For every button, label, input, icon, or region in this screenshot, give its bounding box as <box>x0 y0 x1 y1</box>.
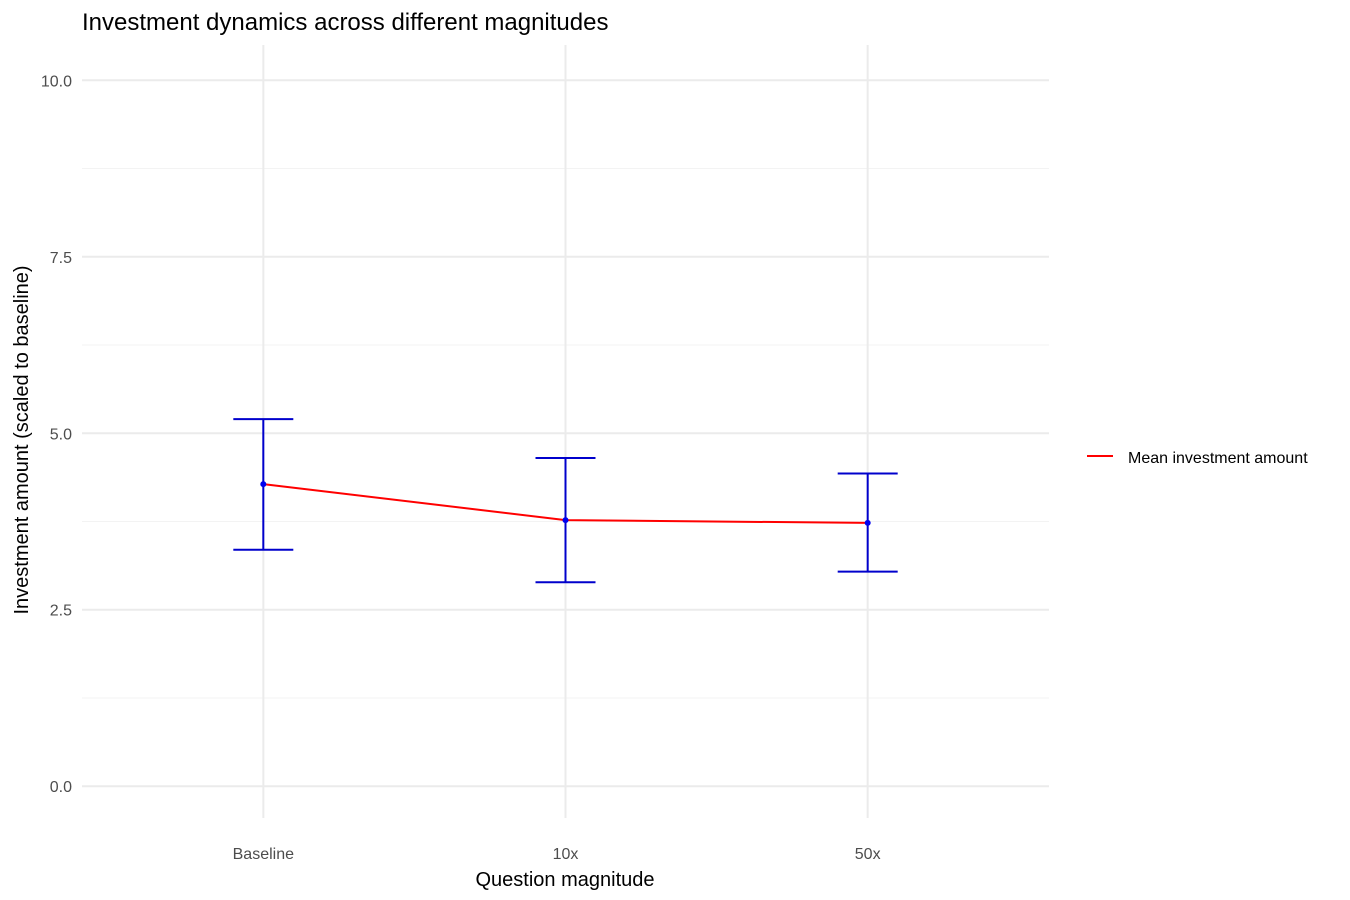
y-tick-label: 2.5 <box>50 603 72 620</box>
x-tick-label: 50x <box>855 846 881 863</box>
y-tick-label: 0.0 <box>50 779 72 796</box>
y-axis-ticks: 0.0 2.5 5.0 7.5 10.0 <box>41 73 72 796</box>
x-tick-label: 10x <box>553 846 579 863</box>
data-point <box>562 517 569 524</box>
y-tick-label: 7.5 <box>50 250 72 267</box>
major-gridlines <box>82 45 1049 818</box>
y-tick-label: 5.0 <box>50 426 72 443</box>
x-tick-label: Baseline <box>233 846 294 863</box>
x-axis-title: Question magnitude <box>475 869 654 891</box>
x-axis-ticks: Baseline 10x 50x <box>233 846 881 863</box>
data-point <box>260 481 267 488</box>
legend-label: Mean investment amount <box>1128 450 1308 467</box>
legend: Mean investment amount <box>1087 450 1308 467</box>
y-axis-title: Investment amount (scaled to baseline) <box>11 265 33 614</box>
y-tick-label: 10.0 <box>41 73 72 90</box>
data-point <box>864 519 871 526</box>
data-points <box>260 481 871 526</box>
chart-title: Investment dynamics across different mag… <box>82 9 608 36</box>
